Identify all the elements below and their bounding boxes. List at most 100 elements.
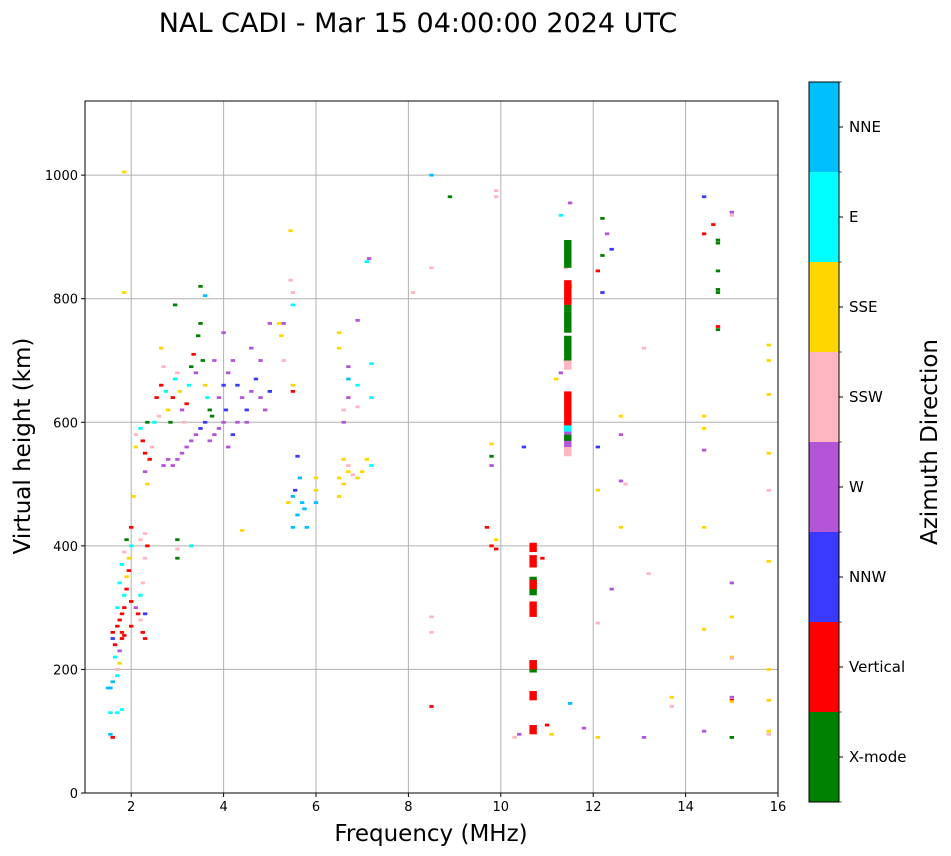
data-point bbox=[115, 674, 120, 677]
data-point bbox=[290, 525, 296, 529]
data-point bbox=[184, 445, 189, 449]
data-point bbox=[170, 464, 175, 467]
data-point bbox=[766, 451, 771, 455]
data-point bbox=[341, 457, 346, 461]
data-point bbox=[360, 470, 365, 474]
data-point bbox=[122, 634, 127, 637]
data-point bbox=[313, 488, 319, 492]
data-point bbox=[115, 668, 120, 671]
data-point bbox=[369, 362, 374, 365]
data-point bbox=[117, 649, 122, 653]
data-point bbox=[184, 402, 189, 406]
x-tick-label: 2 bbox=[127, 800, 135, 815]
data-point bbox=[293, 488, 298, 492]
data-point bbox=[618, 479, 624, 483]
data-point bbox=[341, 482, 346, 486]
data-point bbox=[729, 700, 734, 703]
data-point bbox=[267, 390, 272, 393]
data-point bbox=[117, 581, 122, 585]
data-point bbox=[163, 390, 169, 393]
chart-title: NAL CADI - Mar 15 04:00:00 2024 UTC bbox=[159, 8, 677, 39]
data-point bbox=[489, 464, 494, 467]
data-point bbox=[131, 495, 136, 498]
vertical-bar-segment bbox=[529, 555, 537, 568]
data-point bbox=[138, 618, 143, 622]
data-point bbox=[189, 439, 194, 443]
colorbar-label: Azimuth Direction bbox=[917, 339, 943, 545]
data-point bbox=[711, 223, 716, 226]
data-point bbox=[304, 525, 309, 529]
data-point bbox=[701, 525, 707, 529]
data-point bbox=[142, 532, 148, 535]
data-point bbox=[313, 501, 319, 504]
data-point bbox=[288, 229, 293, 233]
data-point bbox=[145, 544, 150, 548]
data-point bbox=[108, 711, 113, 715]
data-point bbox=[364, 457, 370, 461]
colorbar-swatch bbox=[809, 532, 839, 622]
data-point bbox=[604, 232, 610, 236]
y-tick-label: 1000 bbox=[45, 169, 78, 184]
data-point bbox=[119, 708, 125, 711]
data-point bbox=[154, 396, 159, 399]
data-point bbox=[140, 630, 145, 634]
data-point bbox=[235, 383, 240, 387]
vertical-bar-segment bbox=[529, 691, 537, 701]
data-point bbox=[600, 254, 605, 257]
vertical-bar-segment bbox=[529, 660, 537, 670]
data-point bbox=[175, 371, 180, 375]
data-point bbox=[346, 464, 351, 467]
data-point bbox=[142, 612, 148, 616]
data-point bbox=[138, 427, 143, 430]
data-point bbox=[117, 618, 122, 622]
data-point bbox=[493, 189, 499, 192]
data-point bbox=[715, 241, 721, 245]
data-point bbox=[567, 702, 573, 705]
data-point bbox=[249, 346, 254, 350]
data-point bbox=[715, 288, 721, 291]
data-point bbox=[701, 195, 707, 199]
data-point bbox=[126, 569, 132, 572]
data-point bbox=[623, 482, 628, 486]
data-point bbox=[221, 331, 226, 335]
data-point bbox=[209, 414, 215, 418]
data-point bbox=[447, 195, 453, 199]
data-point bbox=[295, 513, 300, 517]
data-point bbox=[715, 269, 721, 273]
data-point bbox=[286, 501, 291, 504]
data-point bbox=[186, 383, 192, 387]
data-point bbox=[110, 736, 115, 739]
data-point bbox=[179, 408, 185, 412]
y-tick-label: 600 bbox=[53, 416, 78, 431]
y-axis-label: Virtual height (km) bbox=[10, 338, 36, 555]
data-point bbox=[517, 732, 522, 736]
data-point bbox=[279, 334, 284, 338]
data-point bbox=[122, 291, 127, 294]
data-point bbox=[346, 396, 351, 399]
vertical-bar-segment bbox=[564, 434, 572, 441]
data-point bbox=[364, 260, 370, 264]
data-point bbox=[142, 637, 148, 640]
vertical-bar-segment bbox=[564, 335, 572, 361]
data-point bbox=[191, 352, 196, 356]
data-point bbox=[159, 383, 164, 387]
data-point bbox=[195, 334, 201, 338]
data-point bbox=[202, 383, 208, 387]
data-point bbox=[235, 420, 240, 424]
data-point bbox=[355, 318, 360, 322]
colorbar-label-sse: SSE bbox=[849, 298, 878, 316]
data-point bbox=[216, 427, 222, 430]
data-point bbox=[212, 359, 217, 362]
data-point bbox=[189, 544, 194, 548]
data-point bbox=[172, 303, 178, 307]
data-point bbox=[198, 284, 203, 288]
data-point bbox=[729, 615, 734, 619]
colorbar-swatch bbox=[809, 352, 839, 442]
data-point bbox=[429, 630, 434, 634]
data-point bbox=[701, 729, 707, 733]
x-tick-label: 10 bbox=[493, 800, 510, 815]
data-point bbox=[258, 359, 263, 362]
data-point bbox=[336, 346, 342, 350]
x-tick-label: 6 bbox=[312, 800, 320, 815]
data-point bbox=[207, 408, 212, 412]
